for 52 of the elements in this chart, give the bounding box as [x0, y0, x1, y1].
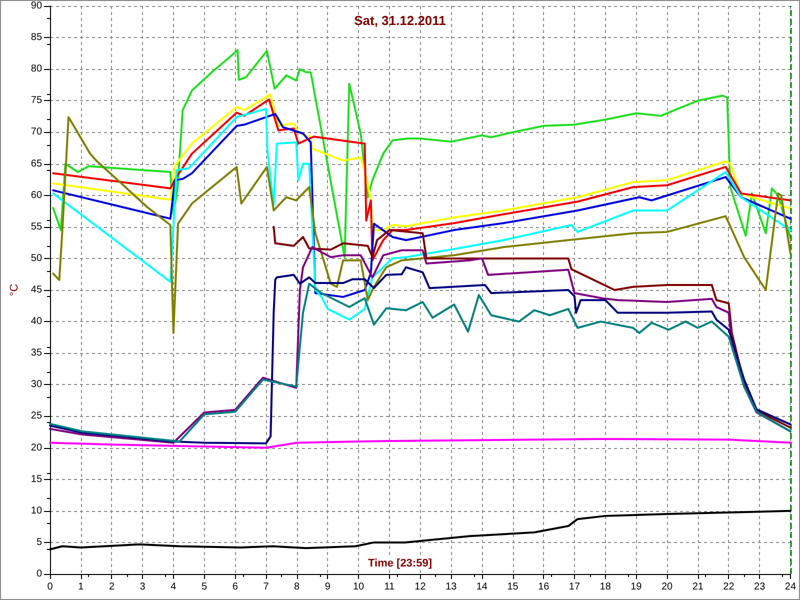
x-tick-label: 22 — [723, 582, 735, 592]
y-tick-label: 50 — [30, 252, 42, 264]
x-tick-label: 21 — [692, 582, 704, 592]
y-axis-title: °C — [8, 284, 20, 296]
x-tick-label: 0 — [47, 582, 54, 592]
x-tick-label: 12 — [414, 582, 426, 592]
y-tick-label: 90 — [30, 0, 42, 12]
x-tick-label: 20 — [661, 582, 674, 592]
x-tick-label: 15 — [507, 582, 519, 592]
line-series — [49, 438, 792, 449]
y-tick-label: 5 — [36, 536, 42, 548]
y-tick-label: 0 — [36, 568, 42, 580]
x-tick-label: 3 — [140, 582, 146, 592]
x-tick-label: 19 — [630, 582, 642, 592]
line-series — [52, 49, 792, 258]
x-tick-label: 10 — [352, 582, 365, 592]
x-tick-label: 23 — [754, 582, 766, 592]
y-tick-label: 75 — [30, 95, 42, 106]
y-tick-label: 65 — [30, 158, 42, 170]
y-tick-label: 10 — [30, 505, 42, 516]
x-tick-label: 5 — [201, 582, 208, 592]
x-tick-label: 6 — [232, 582, 238, 592]
text: Sat, 31.12.2011 — [354, 13, 446, 28]
y-tick-label: 55 — [30, 221, 42, 232]
x-axis-title: Time [23:59] — [368, 558, 432, 570]
y-tick-label: 40 — [30, 316, 42, 328]
line-series — [52, 98, 792, 262]
x-tick-label: 1 — [78, 582, 84, 592]
x-tick-label: 14 — [476, 582, 488, 592]
x-tick-label: 16 — [538, 582, 550, 592]
y-tick-label: 45 — [30, 284, 42, 296]
x-tick-label: 18 — [600, 582, 612, 592]
line-series — [272, 226, 792, 429]
y-tick-label: 60 — [30, 190, 42, 201]
x-tick-label: 7 — [263, 582, 270, 592]
x-tick-label: 17 — [568, 582, 580, 592]
x-tick-label: 11 — [384, 582, 396, 592]
y-tick-label: 80 — [30, 64, 42, 75]
y-tick-label: 15 — [30, 474, 42, 485]
x-tick-label: 8 — [294, 582, 300, 592]
y-tick-label: 20 — [30, 442, 42, 454]
x-tick-label: 24 — [784, 582, 796, 592]
x-tick-label: 13 — [446, 582, 458, 592]
x-tick-label: 4 — [170, 582, 177, 592]
y-tick-label: 35 — [30, 348, 42, 359]
x-tick-label: 2 — [108, 582, 115, 592]
y-tick-label: 25 — [30, 410, 42, 422]
x-tick-label: 9 — [324, 582, 331, 592]
y-tick-label: 30 — [30, 379, 42, 390]
y-tick-label: 85 — [30, 32, 42, 44]
y-tick-label: 70 — [30, 126, 42, 138]
line-series — [52, 93, 792, 232]
